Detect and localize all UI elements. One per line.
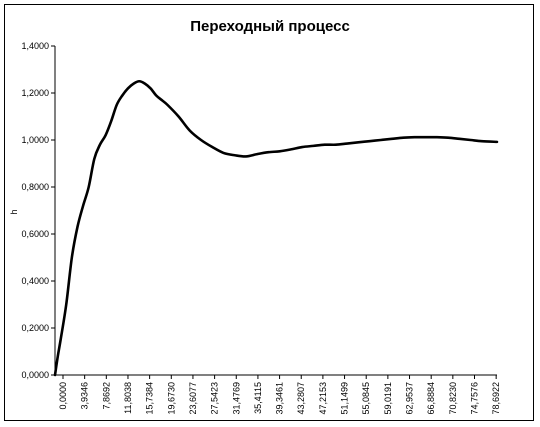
series-line-0 [53,79,499,377]
x-tick-label: 15,7384 [145,382,155,415]
x-tick-label: 74,7576 [470,382,480,415]
x-tick-label: 43,2807 [296,382,306,415]
x-tick-label: 31,4769 [231,382,241,415]
x-tick-label: 27,5423 [210,382,220,415]
x-tick-label: 70,8230 [448,382,458,415]
x-tick-label: 0,0000 [58,382,68,410]
y-tick-label: 0,6000 [21,229,49,239]
x-tick-label: 78,6922 [491,382,501,415]
x-axis: 0,0000 3,9346 7,8692 11,8038 15,7384 19,6730 2… [55,374,501,415]
x-tick-label: 23,6077 [188,382,198,415]
x-tick-label: 55,0845 [361,382,371,415]
y-tick-label: 0,4000 [21,276,49,286]
x-tick-label: 47,2153 [318,382,328,415]
x-tick-label: 7,8692 [101,382,111,410]
y-tick-label: 1,0000 [21,135,49,145]
y-tick-label: 0,8000 [21,182,49,192]
y-axis: 0,0000 0,2000 0,4000 0,6000 0,8000 1,0000 1,20… [21,41,56,380]
y-axis-label: h [9,209,19,214]
y-tick-label: 1,4000 [21,41,49,51]
series-group [53,79,499,377]
x-tick-label: 35,4115 [253,382,263,414]
x-tick-label: 66,8884 [426,382,436,415]
x-tick-label: 51,1499 [340,382,350,415]
y-tick-label: 1,2000 [21,88,49,98]
chart-title: Переходный процесс [190,18,350,35]
x-tick-label: 11,8038 [123,382,133,414]
x-tick-label: 62,9537 [405,382,415,415]
chart-frame [4,4,534,421]
x-tick-label: 39,3461 [275,382,285,415]
x-tick-label: 3,9346 [80,382,90,410]
y-tick-label: 0,0000 [21,370,49,380]
x-tick-label: 59,0191 [383,382,393,415]
y-tick-label: 0,2000 [21,323,49,333]
x-tick-label: 19,6730 [166,382,176,415]
